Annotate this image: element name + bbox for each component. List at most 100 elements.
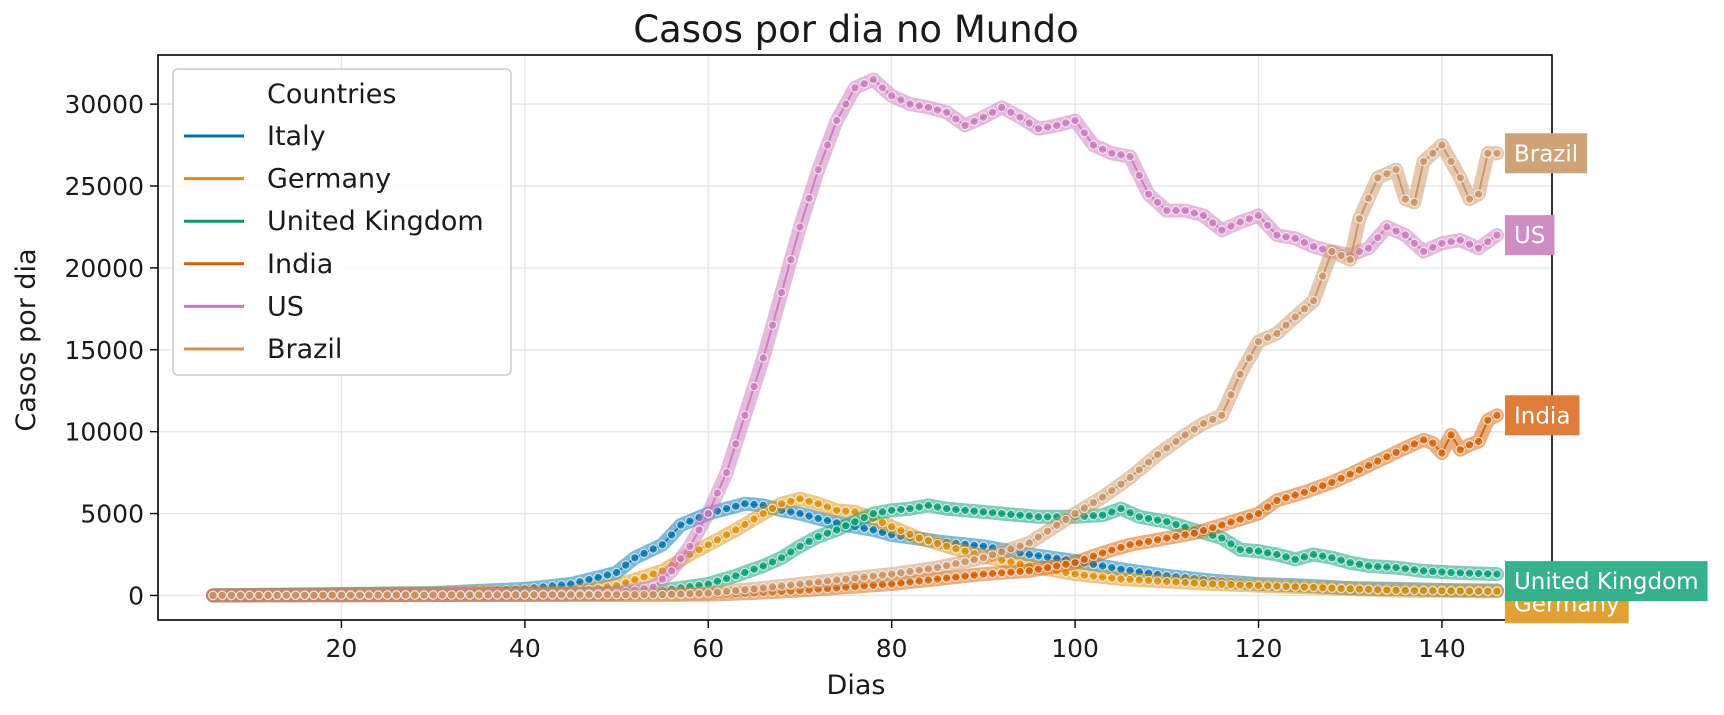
data-point <box>1088 571 1099 581</box>
data-point <box>960 571 970 581</box>
y-tick-label: 5000 <box>80 500 144 529</box>
data-point <box>1253 508 1264 519</box>
data-point <box>840 574 851 584</box>
data-point <box>776 498 787 509</box>
data-point <box>1281 552 1291 562</box>
data-point <box>1088 140 1099 150</box>
data-point <box>905 529 915 540</box>
data-point <box>1097 561 1108 571</box>
data-point <box>951 504 961 515</box>
data-point <box>345 590 356 600</box>
data-point <box>923 102 934 113</box>
data-point <box>1207 414 1218 425</box>
end-label-box <box>1504 561 1708 602</box>
legend-label: Italy <box>267 121 326 152</box>
data-point <box>1079 503 1090 513</box>
data-point <box>1455 586 1466 596</box>
data-point <box>1052 561 1062 571</box>
data-point <box>1143 536 1154 547</box>
data-point <box>611 567 622 578</box>
data-point <box>813 531 824 542</box>
data-point <box>1198 210 1209 221</box>
data-point <box>767 582 778 592</box>
data-point <box>1217 520 1227 530</box>
data-point <box>804 496 814 507</box>
data-point <box>593 589 603 600</box>
data-point <box>1116 503 1126 514</box>
data-point <box>483 590 493 600</box>
data-point <box>1290 582 1300 592</box>
data-point <box>217 590 227 601</box>
data-point <box>1272 581 1282 592</box>
data-point <box>1418 246 1429 257</box>
data-point <box>840 520 851 531</box>
data-point <box>1244 353 1255 363</box>
data-point <box>1024 538 1035 548</box>
data-point <box>648 544 658 554</box>
data-point <box>1024 511 1035 521</box>
data-point <box>1244 580 1255 591</box>
data-point <box>969 554 979 565</box>
data-point <box>1262 581 1273 591</box>
data-point <box>1015 510 1025 520</box>
data-point <box>1226 221 1236 231</box>
data-point <box>804 536 814 547</box>
data-point <box>1107 148 1117 159</box>
data-point <box>1308 549 1319 560</box>
data-point <box>740 584 750 595</box>
data-point <box>996 547 1007 557</box>
data-point <box>1354 559 1365 570</box>
data-point <box>1235 217 1245 227</box>
data-point <box>712 488 723 498</box>
x-axis-label: Dias <box>827 670 886 701</box>
data-point <box>1116 479 1126 489</box>
data-point <box>941 541 952 552</box>
data-point <box>758 561 769 571</box>
data-point <box>1015 541 1025 551</box>
data-point <box>1373 173 1383 183</box>
data-point <box>914 565 924 575</box>
data-point <box>1152 515 1163 525</box>
data-point <box>1483 568 1493 579</box>
data-point <box>1327 246 1337 257</box>
data-point <box>1492 148 1502 159</box>
data-point <box>556 589 567 600</box>
data-point <box>1345 584 1355 594</box>
data-point <box>666 529 677 540</box>
data-point <box>721 529 732 540</box>
data-point <box>721 467 732 478</box>
data-point <box>1244 214 1255 224</box>
data-point <box>1116 542 1126 553</box>
data-point <box>263 590 273 601</box>
data-point <box>1097 548 1108 558</box>
data-point <box>474 590 484 600</box>
data-point <box>1391 226 1401 236</box>
data-point <box>960 505 970 516</box>
data-point <box>519 590 530 600</box>
data-point <box>1088 497 1099 508</box>
data-point <box>987 507 998 518</box>
data-point <box>1180 205 1190 216</box>
data-point <box>1473 586 1484 596</box>
data-point <box>1464 239 1475 249</box>
data-point <box>740 498 750 509</box>
data-point <box>831 575 842 585</box>
data-point <box>804 193 814 204</box>
data-point <box>923 575 934 585</box>
data-point <box>309 590 319 601</box>
data-point <box>1180 529 1190 540</box>
data-point <box>685 516 695 526</box>
data-point <box>1272 328 1282 339</box>
data-point <box>960 120 970 131</box>
data-point <box>685 541 695 552</box>
data-point <box>831 525 842 535</box>
data-point <box>969 506 979 516</box>
data-point <box>1143 457 1154 467</box>
data-point <box>703 588 714 598</box>
data-point <box>730 570 741 581</box>
data-point <box>318 590 328 600</box>
data-point <box>501 590 512 600</box>
data-point <box>978 507 989 517</box>
data-point <box>1363 193 1374 204</box>
y-tick-label: 30000 <box>64 90 144 119</box>
